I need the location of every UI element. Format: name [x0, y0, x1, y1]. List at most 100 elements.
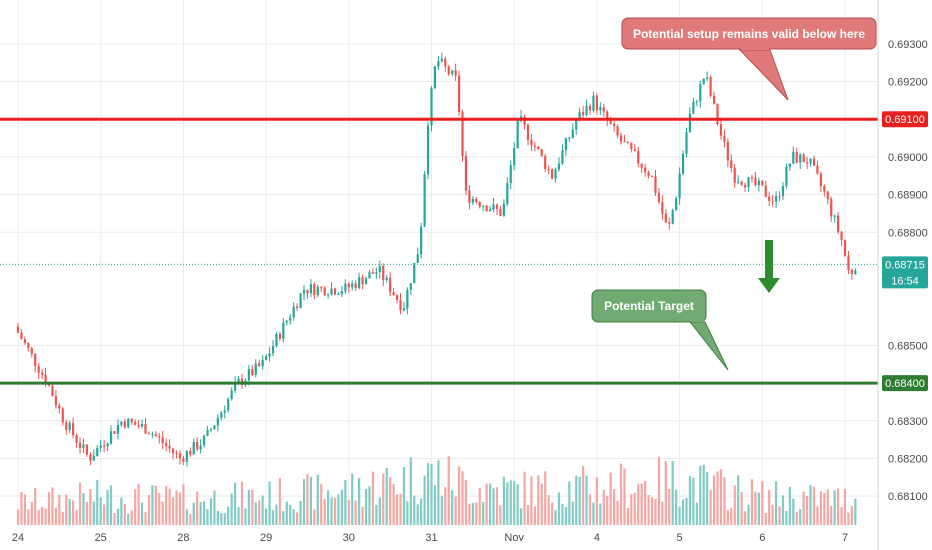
candle: [320, 286, 323, 293]
volume-bar: [402, 467, 406, 525]
candle-body: [378, 265, 381, 273]
volume-bar: [475, 502, 478, 525]
candle-body: [461, 111, 464, 157]
candle: [582, 105, 585, 120]
candle-body: [192, 441, 195, 455]
candle: [630, 142, 633, 153]
volume-bar: [830, 505, 833, 525]
candle: [116, 419, 120, 440]
volume-bar: [802, 491, 805, 525]
candle-body: [847, 255, 850, 270]
candle-body: [843, 239, 847, 256]
volume-bar: [265, 508, 268, 525]
volume-bar: [20, 492, 23, 525]
candle-body: [764, 185, 767, 197]
volume-bar: [168, 488, 171, 525]
volume-bar: [106, 489, 109, 525]
candle-body: [27, 343, 30, 349]
volume-bar: [768, 489, 771, 525]
volume-bar: [588, 494, 592, 525]
volume-bar: [185, 509, 188, 525]
volume-bar: [774, 481, 778, 525]
candle-body: [103, 445, 106, 447]
candle: [16, 322, 20, 334]
volume-bar: [371, 471, 375, 525]
candle-body: [185, 451, 188, 462]
candle: [254, 359, 257, 378]
volume-bar: [251, 489, 254, 525]
candle: [516, 120, 519, 149]
volume-bar: [502, 476, 505, 525]
candle: [151, 431, 154, 438]
candle: [306, 289, 309, 299]
volume-bar: [340, 489, 344, 525]
volume-bar: [795, 511, 798, 525]
candle-body: [96, 447, 99, 457]
candle-body: [664, 213, 667, 223]
candle-body: [464, 156, 468, 191]
candle: [137, 420, 140, 429]
volume-bar: [837, 488, 840, 525]
candle: [657, 187, 661, 204]
volume-bar: [220, 513, 223, 525]
candle-body: [375, 272, 378, 274]
volume-bar: [826, 489, 829, 525]
candle: [20, 329, 23, 340]
candle: [595, 93, 598, 115]
candle-body: [695, 101, 698, 103]
candle-body: [602, 107, 605, 112]
volume-bar: [747, 504, 750, 525]
volume-bar: [247, 489, 250, 525]
candle: [375, 267, 378, 280]
volume-bar: [695, 502, 698, 525]
volume-bar: [526, 505, 530, 525]
candle: [289, 313, 292, 325]
candle: [265, 353, 268, 361]
volume-bar: [547, 495, 550, 525]
candle-body: [261, 359, 264, 367]
candle: [530, 134, 533, 151]
candle-body: [175, 452, 178, 454]
volume-bar: [47, 492, 51, 525]
volume-bar: [819, 491, 822, 525]
candle-body: [233, 382, 237, 391]
candle-body: [761, 180, 764, 186]
volume-bar: [51, 487, 54, 525]
volume-bar: [378, 497, 381, 525]
volume-bar: [75, 510, 78, 525]
candle-body: [320, 287, 323, 289]
volume-bar: [595, 477, 598, 525]
candle-body: [41, 372, 44, 375]
candle-body: [230, 390, 233, 400]
volume-bar: [78, 482, 82, 525]
candle-body: [647, 172, 650, 177]
candle-body: [423, 174, 426, 227]
volume-bar: [709, 489, 712, 525]
volume-bar: [609, 472, 612, 525]
volume-bar: [271, 510, 275, 525]
volume-bar: [182, 484, 185, 525]
volume-bar: [161, 501, 164, 525]
volume-bar: [712, 475, 716, 525]
candle-body: [588, 105, 592, 111]
volume-bar: [492, 488, 495, 525]
price-tick-label: 0.69200: [888, 77, 928, 89]
volume-bar: [781, 495, 785, 525]
candle: [34, 353, 37, 373]
candle-body: [109, 431, 113, 444]
candle: [712, 91, 716, 105]
volume-bar: [375, 504, 378, 525]
volume-bar: [850, 506, 853, 525]
candle-body: [34, 353, 37, 367]
candle: [654, 170, 657, 196]
candle: [709, 75, 712, 98]
candle: [347, 281, 350, 293]
candle-body: [585, 105, 588, 116]
candle: [426, 121, 430, 180]
candle: [537, 145, 540, 151]
candle: [454, 63, 457, 81]
candle-body: [144, 423, 147, 434]
candle: [623, 135, 626, 143]
volume-bar: [692, 477, 695, 525]
volume-bar: [364, 488, 368, 525]
